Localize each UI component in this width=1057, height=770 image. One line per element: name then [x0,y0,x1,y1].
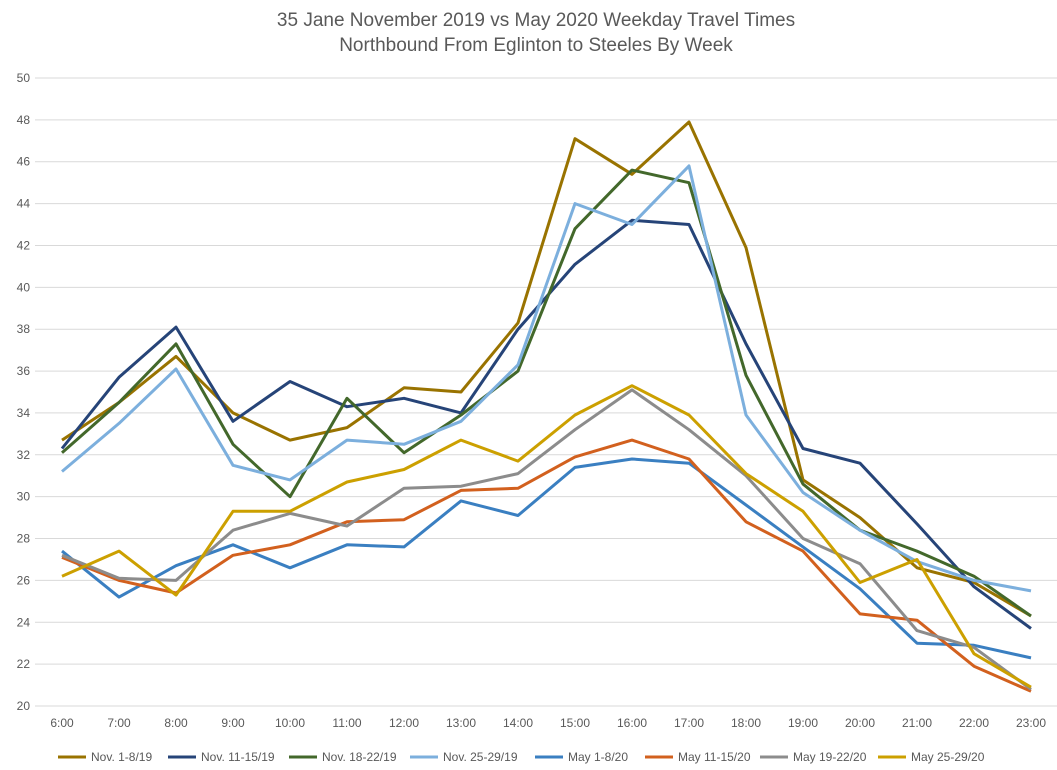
legend-item: May 11-15/20 [645,750,751,764]
x-tick-label: 19:00 [788,716,818,730]
y-tick-label: 28 [17,532,31,546]
legend-item: Nov. 25-29/19 [410,750,518,764]
x-tick-label: 10:00 [275,716,305,730]
y-tick-label: 20 [17,699,31,713]
y-tick-label: 30 [17,490,31,504]
legend-item: Nov. 1-8/19 [58,750,152,764]
legend-label: Nov. 18-22/19 [322,750,397,764]
series-line [61,384,1032,689]
series-line [61,168,1032,618]
y-tick-label: 36 [17,364,31,378]
x-tick-label: 16:00 [617,716,647,730]
legend-label: May 1-8/20 [568,750,628,764]
x-tick-label: 6:00 [50,716,74,730]
x-tick-label: 12:00 [389,716,419,730]
legend-item: May 1-8/20 [535,750,628,764]
series-line [61,120,1032,618]
y-tick-label: 38 [17,322,31,336]
x-tick-label: 13:00 [446,716,476,730]
x-tick-label: 15:00 [560,716,590,730]
x-tick-label: 23:00 [1016,716,1046,730]
x-tick-label: 11:00 [332,716,361,730]
y-tick-label: 40 [17,280,31,294]
legend-label: May 25-29/20 [911,750,985,764]
x-tick-label: 22:00 [959,716,989,730]
y-tick-label: 50 [17,71,31,85]
legend-label: May 11-15/20 [678,750,751,764]
y-tick-label: 42 [17,238,31,252]
y-tick-label: 48 [17,113,31,127]
legend-item: May 19-22/20 [760,750,867,764]
series-line [61,164,1032,593]
x-tick-label: 7:00 [107,716,131,730]
legend-label: May 19-22/20 [793,750,867,764]
x-tick-label: 20:00 [845,716,875,730]
legend-item: May 25-29/20 [878,750,985,764]
series-line [61,388,1032,691]
y-tick-label: 34 [17,406,31,420]
series-line [61,457,1032,660]
series-line [61,438,1032,693]
y-tick-label: 46 [17,155,31,169]
chart-subtitle: Northbound From Eglinton to Steeles By W… [339,35,733,56]
x-tick-label: 18:00 [731,716,761,730]
legend-item: Nov. 18-22/19 [289,750,397,764]
y-tick-label: 26 [17,573,31,587]
legend-label: Nov. 11-15/19 [201,750,275,764]
x-tick-label: 17:00 [674,716,704,730]
x-tick-label: 21:00 [902,716,932,730]
x-tick-label: 9:00 [221,716,245,730]
legend-item: Nov. 11-15/19 [168,750,275,764]
legend-label: Nov. 25-29/19 [443,750,518,764]
x-tick-label: 14:00 [503,716,533,730]
legend-label: Nov. 1-8/19 [91,750,152,764]
chart-title: 35 Jane November 2019 vs May 2020 Weekda… [277,10,795,31]
y-tick-label: 24 [17,615,31,629]
y-tick-label: 44 [17,197,31,211]
x-tick-label: 8:00 [164,716,188,730]
y-tick-label: 22 [17,657,31,671]
y-tick-label: 32 [17,448,31,462]
